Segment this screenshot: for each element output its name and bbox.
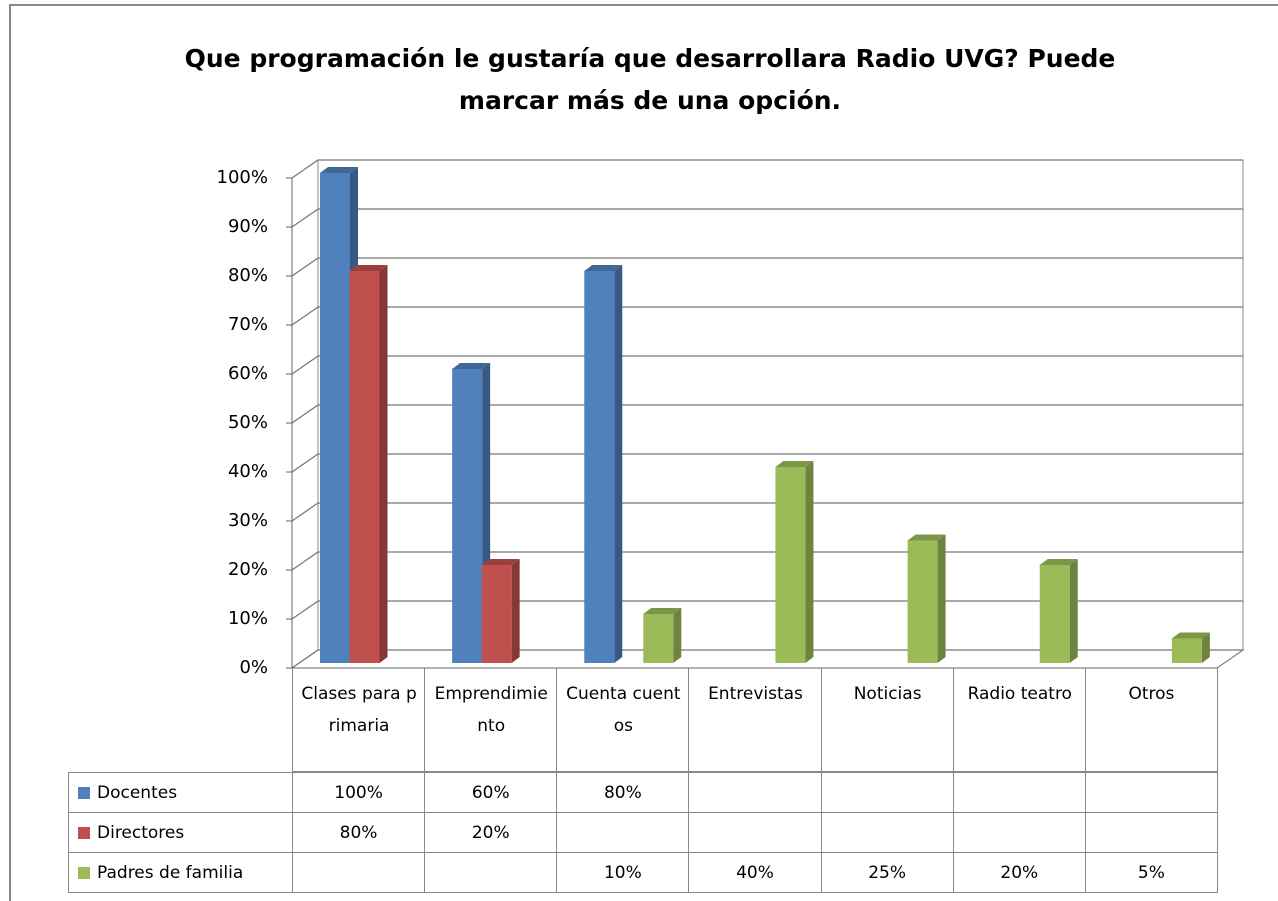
bar-top: [584, 265, 623, 271]
table-value: 10%: [556, 852, 690, 893]
bar-side: [805, 461, 814, 663]
legend-swatch: [78, 827, 90, 839]
bar: [452, 369, 483, 663]
bar-side: [937, 534, 946, 663]
grid-line: [291, 355, 1243, 375]
legend-entry: Docentes: [68, 772, 293, 813]
floor: [290, 649, 1245, 669]
table-value: 100%: [292, 772, 426, 813]
y-tick-label: 40%: [228, 461, 268, 482]
grid-line: [291, 502, 1243, 522]
category-label: Otros: [1084, 668, 1218, 772]
bar: [349, 271, 380, 663]
table-value: 80%: [292, 812, 426, 853]
bar: [775, 467, 806, 663]
bar: [643, 614, 674, 663]
y-tick-label: 20%: [228, 559, 268, 580]
table-value: [820, 772, 954, 813]
legend-entry: Directores: [68, 812, 293, 853]
y-tick-label: 30%: [228, 510, 268, 531]
grid-line: [291, 257, 1243, 277]
table-value: [820, 812, 954, 853]
grid-line: [291, 404, 1243, 424]
table-value: [1084, 812, 1218, 853]
bar: [584, 271, 615, 663]
y-tick-label: 0%: [239, 657, 268, 678]
bar: [907, 540, 938, 663]
bar-side: [614, 265, 623, 663]
grid-line: [291, 159, 1243, 179]
bar-top: [775, 461, 814, 467]
bar-side: [1201, 632, 1210, 663]
table-value: 20%: [952, 852, 1086, 893]
table-value: 60%: [424, 772, 558, 813]
grid-line: [291, 453, 1243, 473]
table-value: [952, 812, 1086, 853]
bar-side: [1069, 559, 1078, 663]
bar-top: [452, 363, 491, 369]
table-value: [292, 852, 426, 893]
legend-swatch: [78, 787, 90, 799]
bar-side: [673, 608, 682, 663]
y-tick-label: 10%: [228, 608, 268, 629]
legend-entry: Padres de familia: [68, 852, 293, 893]
table-value: [952, 772, 1086, 813]
chart-title: Que programación le gustaría que desarro…: [184, 44, 1116, 115]
bar: [320, 173, 350, 663]
table-value: 25%: [820, 852, 954, 893]
category-label: Emprendimiento: [424, 668, 558, 772]
bar-side: [511, 559, 520, 663]
table-value: 5%: [1084, 852, 1218, 893]
bar: [481, 565, 512, 663]
table-value: [556, 812, 690, 853]
category-label: Clases para primaria: [292, 668, 426, 772]
y-tick-label: 90%: [228, 216, 268, 237]
bar-top: [643, 608, 682, 614]
table-value: [424, 852, 558, 893]
table-value: 20%: [424, 812, 558, 853]
chart-border: [9, 4, 1278, 901]
category-label: Entrevistas: [688, 668, 822, 772]
grid-line: [291, 208, 1243, 228]
grid-line: [291, 306, 1243, 326]
bar: [1039, 565, 1070, 663]
bar-top: [1039, 559, 1078, 565]
y-tick-label: 80%: [228, 265, 268, 286]
table-value: [1084, 772, 1218, 813]
bar-top: [349, 265, 388, 271]
bar-top: [481, 559, 520, 565]
bar-top: [907, 534, 946, 541]
bar-top: [320, 167, 358, 173]
category-label: Noticias: [820, 668, 954, 772]
category-label: Cuenta cuentos: [556, 668, 690, 772]
table-value: 80%: [556, 772, 690, 813]
y-tick-label: 60%: [228, 363, 268, 384]
legend-swatch: [78, 867, 90, 879]
table-value: [688, 812, 822, 853]
table-value: [688, 772, 822, 813]
bar-side: [379, 265, 388, 663]
category-label: Radio teatro: [952, 668, 1086, 772]
y-tick-label: 70%: [228, 314, 268, 335]
table-value: 40%: [688, 852, 822, 893]
y-tick-label: 100%: [217, 167, 268, 188]
bar-top: [1171, 632, 1210, 639]
y-tick-label: 50%: [228, 412, 268, 433]
bar: [1171, 638, 1202, 663]
